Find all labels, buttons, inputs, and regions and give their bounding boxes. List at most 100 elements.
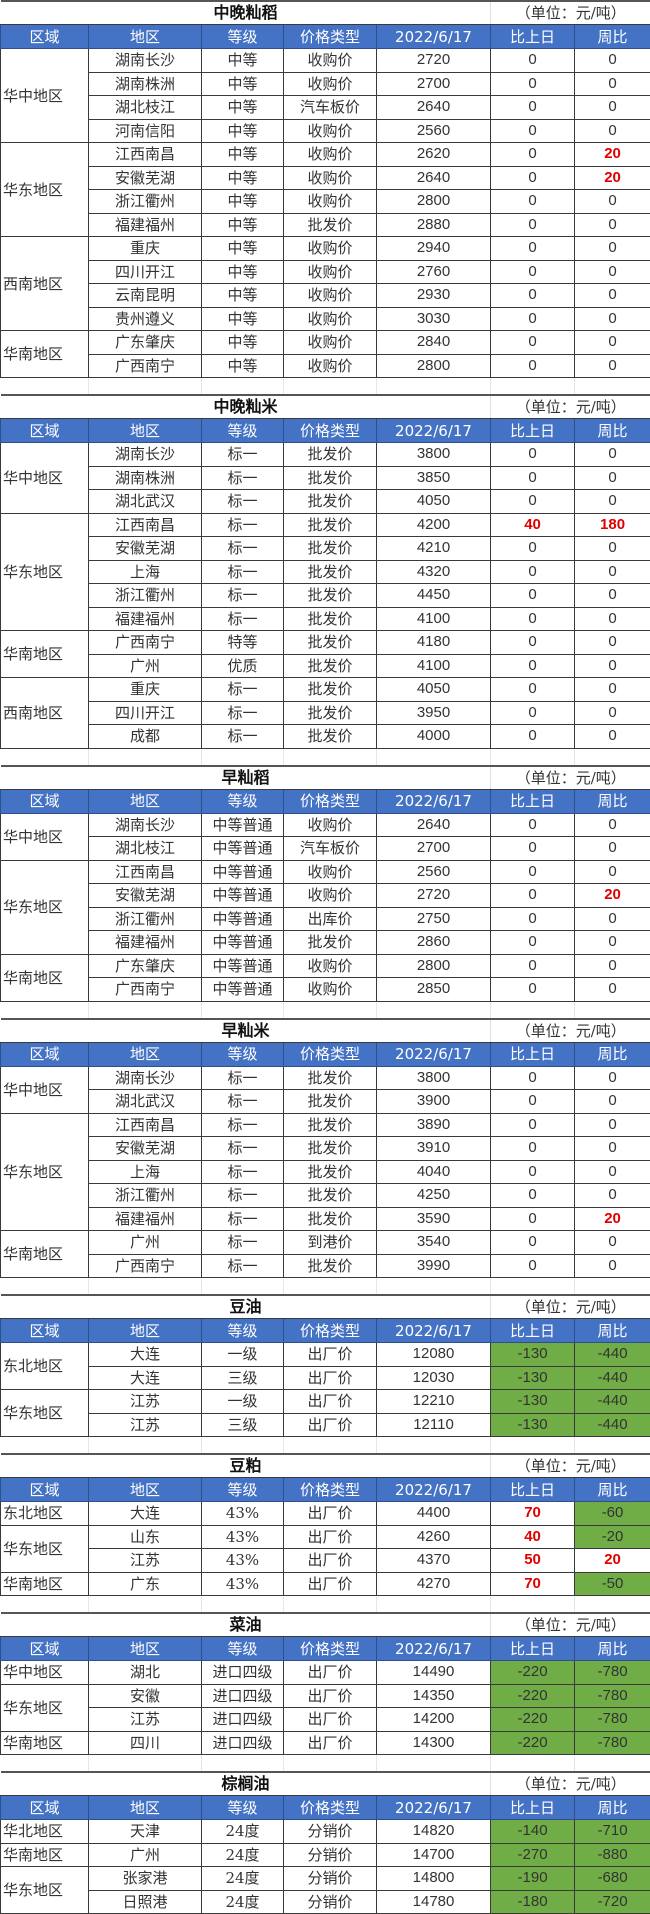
header-grade: 等级 — [202, 1478, 284, 1502]
empty-cell — [377, 748, 491, 766]
region-cell: 华北地区 — [1, 1820, 89, 1844]
grade-cell: 标一 — [202, 1254, 284, 1278]
area-cell: 张家港 — [89, 1867, 202, 1891]
section-title: 豆粕 — [161, 1455, 331, 1477]
week-change-cell: -60 — [575, 1502, 650, 1526]
price-type-cell: 收购价 — [284, 354, 377, 378]
day-change-cell: -220 — [491, 1684, 575, 1708]
price-cell: 14780 — [377, 1890, 491, 1914]
header-day-change: 比上日 — [491, 789, 575, 813]
day-change-cell: 0 — [491, 1160, 575, 1184]
region-cell: 华中地区 — [1, 1066, 89, 1113]
price-type-cell: 收购价 — [284, 954, 377, 978]
price-type-cell: 批发价 — [284, 654, 377, 678]
week-change-cell: -20 — [575, 1525, 650, 1549]
spacer-row — [1, 748, 650, 766]
grade-cell: 三级 — [202, 1413, 284, 1437]
price-type-cell: 批发价 — [284, 213, 377, 237]
week-change-cell: -680 — [575, 1867, 650, 1891]
grade-cell: 三级 — [202, 1366, 284, 1390]
section-title-cell: 菜油 — [1, 1613, 491, 1637]
grade-cell: 标一 — [202, 725, 284, 749]
grade-cell: 标一 — [202, 443, 284, 467]
week-change-cell: -780 — [575, 1731, 650, 1755]
header-week-change: 周比 — [575, 1042, 650, 1066]
empty-cell — [575, 1437, 650, 1455]
price-type-cell: 汽车板价 — [284, 837, 377, 861]
area-cell: 山东 — [89, 1525, 202, 1549]
week-change-cell: 0 — [575, 837, 650, 861]
price-type-cell: 批发价 — [284, 1066, 377, 1090]
empty-cell — [491, 748, 575, 766]
price-cell: 3850 — [377, 466, 491, 490]
price-cell: 14700 — [377, 1843, 491, 1867]
empty-cell — [89, 748, 202, 766]
empty-cell — [377, 1755, 491, 1773]
grade-cell: 标一 — [202, 1160, 284, 1184]
price-cell: 2560 — [377, 119, 491, 143]
price-cell: 2940 — [377, 237, 491, 261]
price-cell: 2640 — [377, 96, 491, 120]
day-change-cell: 70 — [491, 1572, 575, 1596]
empty-cell — [284, 1596, 377, 1614]
empty-cell — [575, 1755, 650, 1773]
grade-cell: 进口四级 — [202, 1661, 284, 1685]
week-change-cell: 20 — [575, 1207, 650, 1231]
header-price: 2022/6/17 — [377, 419, 491, 443]
week-change-cell: 0 — [575, 1231, 650, 1255]
spacer-row — [1, 378, 650, 396]
region-cell: 华南地区 — [1, 1572, 89, 1596]
empty-cell — [491, 1278, 575, 1296]
header-price: 2022/6/17 — [377, 789, 491, 813]
area-cell: 四川开江 — [89, 701, 202, 725]
price-cell: 2880 — [377, 213, 491, 237]
grade-cell: 24度 — [202, 1890, 284, 1914]
week-change-cell: 0 — [575, 725, 650, 749]
week-change-cell: 20 — [575, 143, 650, 167]
grade-cell: 中等 — [202, 307, 284, 331]
header-grade: 等级 — [202, 1796, 284, 1820]
region-cell: 华南地区 — [1, 631, 89, 678]
price-type-cell: 批发价 — [284, 1113, 377, 1137]
day-change-cell: 0 — [491, 654, 575, 678]
week-change-cell: 0 — [575, 466, 650, 490]
price-cell: 4370 — [377, 1549, 491, 1573]
grade-cell: 中等 — [202, 237, 284, 261]
week-change-cell: -780 — [575, 1661, 650, 1685]
week-change-cell: 0 — [575, 49, 650, 73]
area-cell: 重庆 — [89, 237, 202, 261]
empty-cell — [377, 1596, 491, 1614]
empty-cell — [377, 1278, 491, 1296]
day-change-cell: -190 — [491, 1867, 575, 1891]
region-cell: 华东地区 — [1, 513, 89, 631]
grade-cell: 标一 — [202, 1137, 284, 1161]
week-change-cell: 0 — [575, 307, 650, 331]
empty-cell — [89, 1001, 202, 1019]
price-cell: 14350 — [377, 1684, 491, 1708]
week-change-cell: 0 — [575, 1137, 650, 1161]
header-price-type: 价格类型 — [284, 789, 377, 813]
day-change-cell: 0 — [491, 1207, 575, 1231]
header-price-type: 价格类型 — [284, 1478, 377, 1502]
price-type-cell: 汽车板价 — [284, 96, 377, 120]
region-cell: 华东地区 — [1, 1390, 89, 1437]
header-price: 2022/6/17 — [377, 1042, 491, 1066]
price-type-cell: 收购价 — [284, 307, 377, 331]
day-change-cell: -220 — [491, 1708, 575, 1732]
day-change-cell: 0 — [491, 537, 575, 561]
grade-cell: 优质 — [202, 654, 284, 678]
empty-cell — [377, 378, 491, 396]
region-cell: 西南地区 — [1, 237, 89, 331]
week-change-cell: 0 — [575, 1066, 650, 1090]
day-change-cell: 40 — [491, 1525, 575, 1549]
